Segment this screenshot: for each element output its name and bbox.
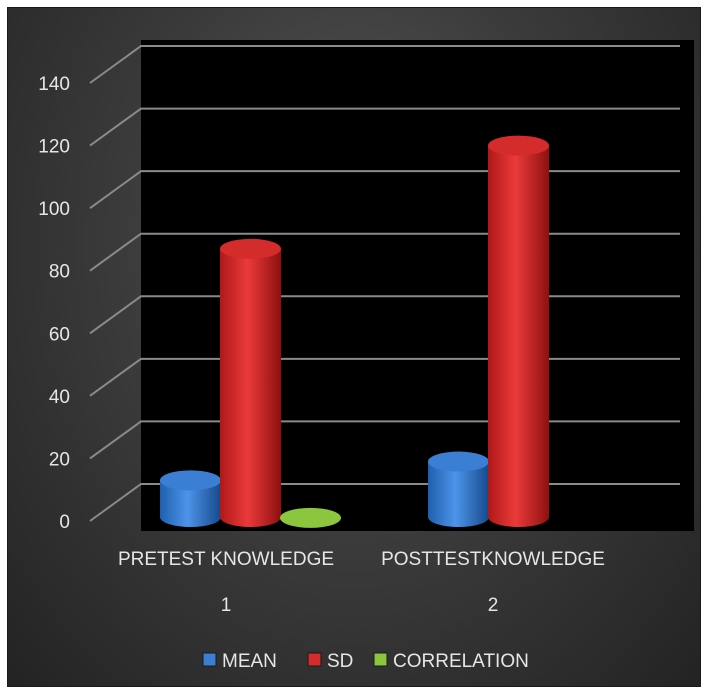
bar-mean-pretest-knowledge [160, 470, 221, 527]
legend-swatch [373, 652, 388, 667]
gridlines [89, 45, 680, 522]
y-tick-label-0: 0 [59, 512, 70, 533]
bar-top [220, 238, 281, 259]
bars [160, 135, 549, 528]
y-axis-ticks: 0 20 40 60 80 100 120 140 [38, 74, 70, 533]
bar-sd-posttestknowledge [488, 135, 549, 527]
bar-body [160, 480, 221, 527]
legend-swatch [307, 652, 322, 667]
legend-swatch [202, 652, 217, 667]
bar-body [428, 461, 489, 527]
legend-label: MEAN [222, 651, 277, 672]
category-label-2: POSTTESTKNOWLEDGE [381, 549, 605, 570]
legend-label: CORRELATION [393, 651, 529, 672]
y-tick-label-60: 60 [49, 324, 70, 345]
legend: MEAN SD CORRELATION [202, 651, 529, 672]
y-tick-label-120: 120 [38, 137, 70, 158]
category-number-2: 2 [488, 595, 499, 616]
category-number-1: 1 [221, 595, 232, 616]
chart-frame: 0 20 40 60 80 100 120 140 PRETEST KNOWLEDGE 1 POS… [7, 7, 701, 687]
y-tick-label-40: 40 [49, 387, 70, 408]
bar-body [220, 248, 281, 527]
y-tick-label-20: 20 [49, 449, 70, 470]
legend-item-mean: MEAN [202, 651, 277, 672]
bar-correlation-pretest-knowledge [280, 507, 341, 528]
bar-top [160, 470, 221, 491]
bar-top [280, 507, 341, 528]
legend-item-correlation: CORRELATION [373, 651, 529, 672]
bar-chart: 0 20 40 60 80 100 120 140 PRETEST KNOWLEDGE 1 POS… [38, 40, 694, 672]
gridline-120 [89, 107, 680, 147]
bar-sd-pretest-knowledge [220, 238, 281, 527]
y-tick-label-140: 140 [38, 74, 70, 95]
bar-top [428, 451, 489, 472]
y-tick-label-80: 80 [49, 262, 70, 283]
category-labels: PRETEST KNOWLEDGE 1 POSTTESTKNOWLEDGE 2 [118, 549, 605, 616]
bar-body [488, 145, 549, 527]
legend-label: SD [327, 651, 353, 672]
y-tick-label-100: 100 [38, 199, 70, 220]
gridline-140 [89, 45, 680, 84]
category-label-1: PRETEST KNOWLEDGE [118, 549, 334, 570]
bar-top [488, 135, 549, 156]
bar-mean-posttestknowledge [428, 451, 489, 527]
legend-item-sd: SD [307, 651, 353, 672]
